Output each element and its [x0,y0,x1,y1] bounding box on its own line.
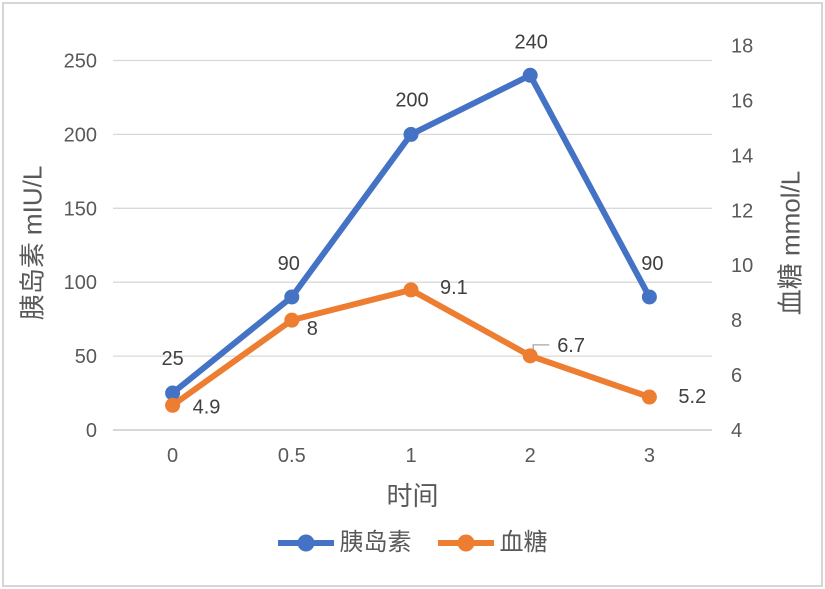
secondary-y-tick-label: 4 [731,420,742,442]
legend-label-insulin: 胰岛素 [339,529,412,556]
secondary-y-tick-label: 16 [731,90,753,112]
primary-y-tick-label: 200 [64,124,97,146]
secondary-y-axis-title: 血糖 mmol/L [775,170,806,316]
data-label: 90 [278,253,300,275]
data-label: 9.1 [440,277,468,299]
legend-item-glucose: 血糖 [437,529,548,556]
series-1-marker [403,282,419,298]
series-1-marker [284,312,300,328]
series-1-marker [522,348,538,364]
primary-y-tick-label: 50 [75,346,97,368]
secondary-y-tick-label: 14 [731,145,753,167]
primary-y-axis-title: 胰岛素 mIU/L [17,165,48,321]
primary-y-tick-label: 250 [64,51,97,73]
series-0-marker [522,67,538,83]
secondary-y-tick-label: 10 [731,255,753,277]
data-label: 6.7 [557,335,585,357]
data-label: 240 [515,31,548,53]
x-tick-label: 2 [525,445,536,467]
series-0-marker [165,385,181,401]
x-tick-label: 0 [167,445,178,467]
x-tick-label: 1 [405,445,416,467]
series-0-marker [403,126,419,142]
x-tick-label: 0.5 [278,445,306,467]
legend-label-glucose: 血糖 [499,529,548,556]
secondary-y-tick-label: 12 [731,200,753,222]
data-label: 8 [307,318,318,340]
series-0-marker [284,289,300,305]
x-tick-label: 3 [644,445,655,467]
primary-y-tick-label: 150 [64,198,97,220]
data-label: 90 [641,253,663,275]
legend-item-insulin: 胰岛素 [277,529,412,556]
data-label: 200 [395,89,428,111]
primary-y-tick-label: 0 [86,420,97,442]
x-axis-title: 时间 [386,481,439,511]
series-0-marker [641,289,657,305]
data-label: 4.9 [193,396,221,418]
data-label: 5.2 [678,386,706,408]
secondary-y-tick-label: 8 [731,310,742,332]
primary-y-tick-label: 100 [64,272,97,294]
series-1-marker [641,389,657,405]
glucose-legend-marker-icon [437,534,494,552]
secondary-y-tick-label: 18 [731,36,753,58]
legend: 胰岛素 血糖 [0,531,825,555]
insulin-legend-marker-icon [277,534,334,552]
series-1-marker [165,397,181,413]
secondary-y-tick-label: 6 [731,365,742,387]
data-label: 25 [161,348,183,370]
